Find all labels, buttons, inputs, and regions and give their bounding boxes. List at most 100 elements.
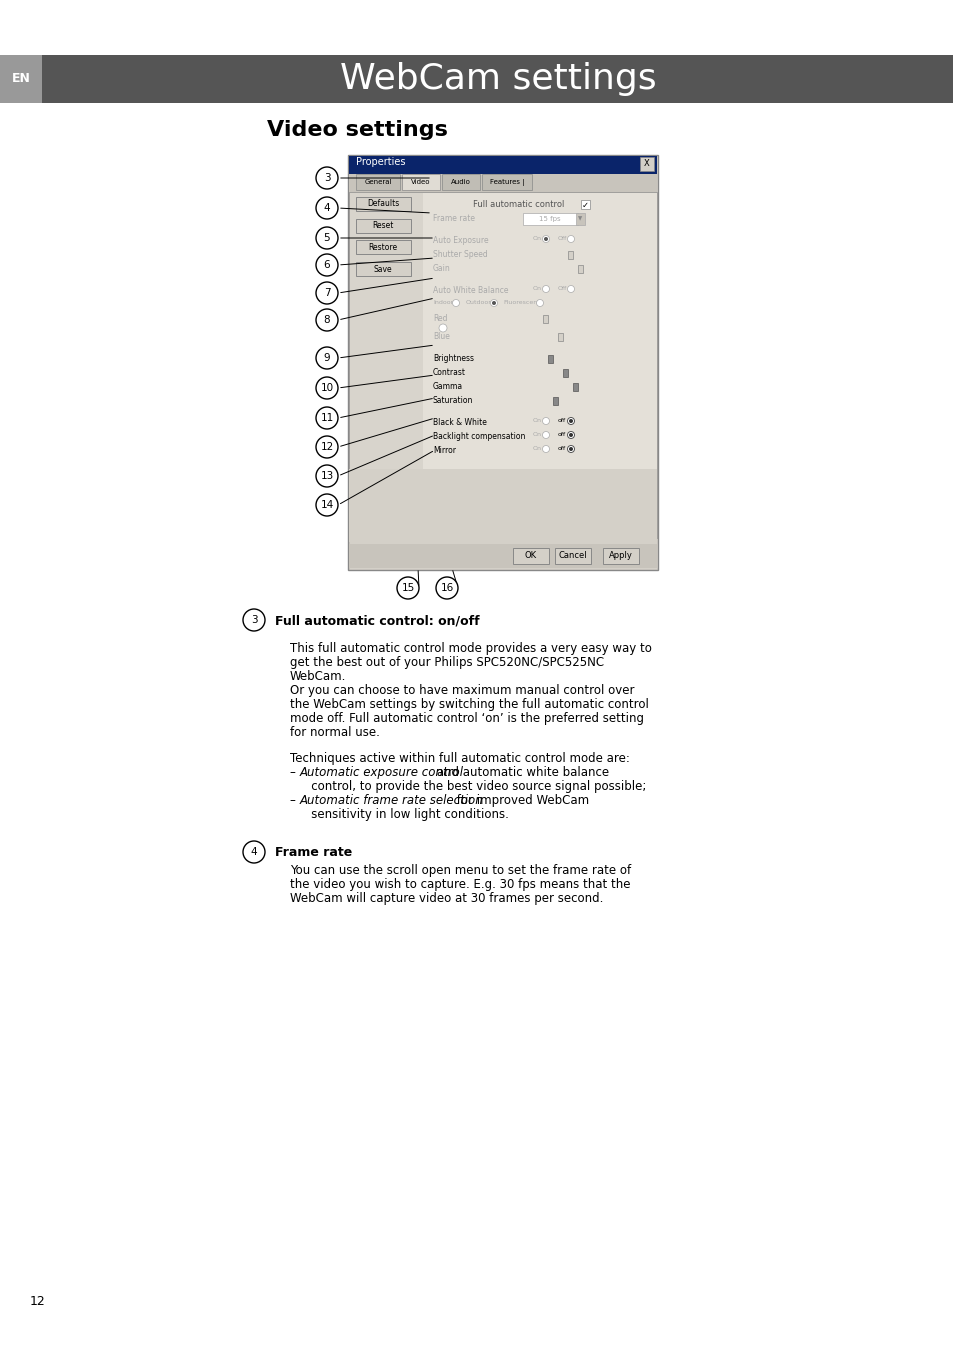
Text: Restore: Restore bbox=[368, 243, 397, 251]
Text: Frame rate: Frame rate bbox=[433, 215, 475, 223]
Bar bbox=[349, 174, 657, 192]
Bar bbox=[576, 213, 584, 225]
Text: 8: 8 bbox=[323, 315, 330, 325]
Bar bbox=[355, 197, 411, 211]
Text: ✓: ✓ bbox=[581, 201, 588, 211]
Circle shape bbox=[315, 254, 337, 275]
Bar bbox=[401, 174, 439, 190]
Bar bbox=[639, 157, 654, 171]
Text: Frame rate: Frame rate bbox=[274, 846, 352, 859]
Text: Fluorescent: Fluorescent bbox=[502, 301, 539, 305]
Text: –: – bbox=[290, 765, 299, 779]
Text: 15 fps: 15 fps bbox=[538, 216, 560, 221]
Bar bbox=[562, 369, 567, 377]
Circle shape bbox=[542, 235, 549, 243]
Circle shape bbox=[567, 446, 574, 452]
Bar bbox=[349, 544, 657, 568]
Text: WebCam will capture video at 30 frames per second.: WebCam will capture video at 30 frames p… bbox=[290, 892, 602, 904]
Bar bbox=[567, 251, 573, 259]
Text: You can use the scroll open menu to set the frame rate of: You can use the scroll open menu to set … bbox=[290, 864, 631, 878]
Text: Backlight compensation: Backlight compensation bbox=[433, 432, 525, 441]
Bar bbox=[348, 155, 658, 570]
Bar bbox=[580, 200, 589, 209]
Text: WebCam.: WebCam. bbox=[290, 670, 346, 683]
Text: Automatic frame rate selection: Automatic frame rate selection bbox=[299, 794, 483, 807]
Text: Full automatic control: Full automatic control bbox=[473, 200, 564, 209]
Text: Contrast: Contrast bbox=[433, 369, 465, 377]
Text: Audio: Audio bbox=[451, 180, 471, 185]
Bar bbox=[602, 548, 639, 564]
Text: 9: 9 bbox=[323, 352, 330, 363]
Circle shape bbox=[315, 436, 337, 458]
Text: 13: 13 bbox=[320, 471, 334, 481]
Text: off: off bbox=[558, 418, 565, 424]
Text: 10: 10 bbox=[320, 383, 334, 393]
Text: and automatic white balance: and automatic white balance bbox=[432, 765, 608, 779]
Text: the video you wish to capture. E.g. 30 fps means that the: the video you wish to capture. E.g. 30 f… bbox=[290, 878, 630, 891]
Text: On: On bbox=[533, 236, 541, 242]
Text: Features |: Features | bbox=[489, 178, 524, 185]
Text: On: On bbox=[533, 418, 541, 424]
Text: 3: 3 bbox=[251, 616, 257, 625]
Text: Full automatic control: on/off: Full automatic control: on/off bbox=[274, 614, 479, 626]
Text: EN: EN bbox=[11, 73, 30, 85]
Text: 16: 16 bbox=[440, 583, 453, 593]
Bar bbox=[0, 55, 42, 103]
Text: Cancel: Cancel bbox=[558, 552, 587, 560]
Bar bbox=[558, 333, 562, 342]
Bar bbox=[555, 548, 590, 564]
Text: 3: 3 bbox=[323, 173, 330, 184]
Text: 12: 12 bbox=[320, 441, 334, 452]
Text: get the best out of your Philips SPC520NC/SPC525NC: get the best out of your Philips SPC520N… bbox=[290, 656, 603, 670]
Circle shape bbox=[315, 377, 337, 400]
Circle shape bbox=[542, 285, 549, 293]
Text: Gain: Gain bbox=[433, 265, 450, 273]
Text: 4: 4 bbox=[251, 846, 257, 857]
Bar bbox=[573, 383, 578, 392]
Text: Blue: Blue bbox=[433, 332, 450, 342]
Circle shape bbox=[567, 417, 574, 424]
Circle shape bbox=[436, 576, 457, 599]
Circle shape bbox=[568, 418, 573, 423]
Circle shape bbox=[568, 433, 573, 437]
Text: Or you can choose to have maximum manual control over: Or you can choose to have maximum manual… bbox=[290, 684, 634, 697]
Circle shape bbox=[438, 324, 447, 332]
Bar bbox=[355, 240, 411, 254]
Circle shape bbox=[396, 576, 418, 599]
Circle shape bbox=[315, 227, 337, 248]
Bar bbox=[350, 193, 422, 537]
Text: Reset: Reset bbox=[372, 221, 394, 231]
Text: 12: 12 bbox=[30, 1295, 46, 1308]
Circle shape bbox=[315, 406, 337, 429]
Circle shape bbox=[492, 301, 496, 305]
Circle shape bbox=[315, 167, 337, 189]
Circle shape bbox=[542, 432, 549, 439]
Circle shape bbox=[243, 841, 265, 863]
Text: for improved WebCam: for improved WebCam bbox=[453, 794, 589, 807]
Circle shape bbox=[315, 282, 337, 304]
Circle shape bbox=[543, 238, 547, 242]
Text: X: X bbox=[643, 159, 649, 169]
Bar bbox=[578, 265, 582, 273]
Circle shape bbox=[567, 432, 574, 439]
Text: This full automatic control mode provides a very easy way to: This full automatic control mode provide… bbox=[290, 643, 651, 655]
Text: Video: Video bbox=[411, 180, 431, 185]
Text: off: off bbox=[558, 447, 565, 451]
Bar bbox=[542, 315, 547, 323]
Bar bbox=[553, 397, 558, 405]
Circle shape bbox=[315, 309, 337, 331]
Text: On: On bbox=[533, 432, 541, 437]
Circle shape bbox=[542, 417, 549, 424]
Bar bbox=[547, 355, 553, 363]
Circle shape bbox=[490, 300, 497, 306]
Text: Properties: Properties bbox=[355, 157, 405, 167]
Text: 6: 6 bbox=[323, 261, 330, 270]
Text: Indoor: Indoor bbox=[433, 300, 453, 305]
Text: Brightness: Brightness bbox=[433, 354, 474, 363]
Text: off: off bbox=[558, 432, 565, 437]
Bar bbox=[481, 174, 532, 190]
Text: Off: Off bbox=[558, 236, 567, 242]
Bar bbox=[42, 55, 953, 103]
Text: Black & White: Black & White bbox=[433, 418, 486, 427]
Bar bbox=[349, 192, 657, 539]
